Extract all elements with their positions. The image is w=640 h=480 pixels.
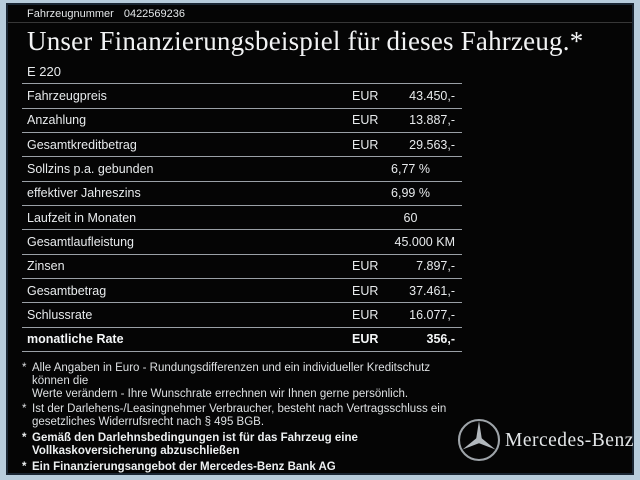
table-row: Schlussrate EUR 16.077,- (22, 303, 462, 328)
amount-value: 37.461,- (409, 283, 455, 298)
row-label: effektiver Jahreszins (27, 186, 141, 201)
table-row-monthly-rate: monatliche Rate EUR 356,- (22, 328, 462, 352)
footnote-text: Alle Angaben in Euro - Rundungsdifferenz… (32, 362, 470, 400)
row-value: EUR 29.563,- (352, 138, 462, 152)
currency-label: EUR (352, 283, 379, 298)
row-label: Schlussrate (27, 307, 93, 322)
page-title: Unser Finanzierungsbeispiel für dieses F… (27, 26, 584, 56)
footnote-line: Ist der Darlehens-/Leasingnehmer Verbrau… (32, 403, 447, 416)
row-value: 6,77 % (391, 161, 430, 176)
content-area: Fahrzeugnummer 0422569236 Unser Finanzie… (8, 5, 634, 476)
footnotes-section: * Alle Angaben in Euro - Rundungsdiffere… (22, 362, 470, 476)
footnote-marker: * (22, 460, 27, 473)
footnote-line: Alle Angaben in Euro - Rundungsdifferenz… (32, 362, 431, 387)
row-label: monatliche Rate (27, 332, 124, 347)
footnote-line: gesetzliches Widerrufsrecht nach § 495 B… (32, 416, 265, 429)
row-value: EUR 37.461,- (352, 284, 462, 298)
row-value: EUR 16.077,- (352, 308, 462, 322)
footnote-line: Gemäß den Darlehnsbedingungen ist für da… (32, 431, 358, 444)
amount-value: 356,- (426, 332, 456, 347)
row-label: Anzahlung (27, 113, 87, 128)
amount-value: 43.450,- (409, 88, 455, 103)
row-value: EUR 7.897,- (352, 259, 462, 273)
vehicle-number-label: Fahrzeugnummer (27, 8, 114, 20)
row-label: Zinsen (27, 259, 65, 274)
table-row: Gesamtlaufleistung 45.000 KM (22, 230, 462, 255)
currency-label: EUR (352, 88, 379, 103)
footnote-text: Ist der Darlehens-/Leasingnehmer Verbrau… (32, 403, 446, 429)
footnote-text: Gemäß den Darlehnsbedingungen ist für da… (32, 432, 358, 458)
mercedes-star-icon (457, 418, 501, 462)
row-value: EUR 13.887,- (352, 113, 462, 127)
row-label: Sollzins p.a. gebunden (27, 161, 154, 176)
row-label: Gesamtkreditbetrag (27, 137, 137, 152)
finance-table: E 220 Fahrzeugpreis EUR 43.450,- Anzahlu… (22, 60, 462, 352)
amount-value: 29.563,- (409, 137, 455, 152)
table-row: Gesamtkreditbetrag EUR 29.563,- (22, 133, 462, 158)
table-row: Zinsen EUR 7.897,- (22, 255, 462, 279)
amount-value: 7.897,- (416, 259, 455, 274)
footnote-text: Ein Finanzierungsangebot der Mercedes-Be… (32, 461, 336, 474)
table-row: effektiver Jahreszins 6,99 % (22, 182, 462, 206)
row-value: EUR 43.450,- (352, 89, 462, 103)
currency-label: EUR (352, 113, 379, 128)
table-row-model: E 220 (22, 60, 462, 85)
row-value: 45.000 KM (394, 234, 455, 249)
currency-label: EUR (352, 332, 379, 347)
row-label: Laufzeit in Monaten (27, 210, 137, 225)
amount-value: 16.077,- (409, 307, 455, 322)
footnote-marker: * (22, 362, 27, 374)
footnote-line: Vollkaskoversicherung abzuschließen (32, 444, 240, 457)
footnote-item: * Alle Angaben in Euro - Rundungsdiffere… (22, 362, 470, 400)
table-row: Anzahlung EUR 13.887,- (22, 109, 462, 133)
currency-label: EUR (352, 307, 379, 322)
footnote-marker: * (22, 431, 27, 444)
brand-wordmark: Mercedes-Benz (505, 430, 634, 451)
row-value: 60 (403, 210, 418, 225)
footnote-line: Ein Finanzierungsangebot der Mercedes-Be… (32, 460, 336, 473)
footnote-item: * Ist der Darlehens-/Leasingnehmer Verbr… (22, 403, 470, 429)
window-frame: Fahrzeugnummer 0422569236 Unser Finanzie… (6, 3, 634, 475)
footnote-line: Werte verändern - Ihre Wunschrate errech… (32, 387, 409, 400)
table-row: Sollzins p.a. gebunden 6,77 % (22, 157, 462, 182)
row-value: 6,99 % (391, 186, 430, 201)
footnote-marker: * (22, 403, 27, 416)
amount-value: 13.887,- (409, 113, 455, 128)
model-label: E 220 (27, 64, 61, 80)
footnote-item: * Ein Finanzierungsangebot der Mercedes-… (22, 461, 470, 474)
row-value: EUR 356,- (352, 332, 462, 346)
table-row: Gesamtbetrag EUR 37.461,- (22, 279, 462, 304)
vehicle-number: Fahrzeugnummer 0422569236 (27, 8, 185, 21)
row-label: Gesamtbetrag (27, 283, 107, 298)
vehicle-number-value: 0422569236 (123, 8, 186, 20)
table-row: Fahrzeugpreis EUR 43.450,- (22, 84, 462, 109)
header-separator (8, 22, 632, 23)
row-label: Gesamtlaufleistung (27, 234, 135, 249)
currency-label: EUR (352, 259, 379, 274)
footnote-item: * Gemäß den Darlehnsbedingungen ist für … (22, 432, 470, 458)
currency-label: EUR (352, 137, 379, 152)
table-row: Laufzeit in Monaten 60 (22, 206, 462, 231)
row-label: Fahrzeugpreis (27, 88, 107, 103)
